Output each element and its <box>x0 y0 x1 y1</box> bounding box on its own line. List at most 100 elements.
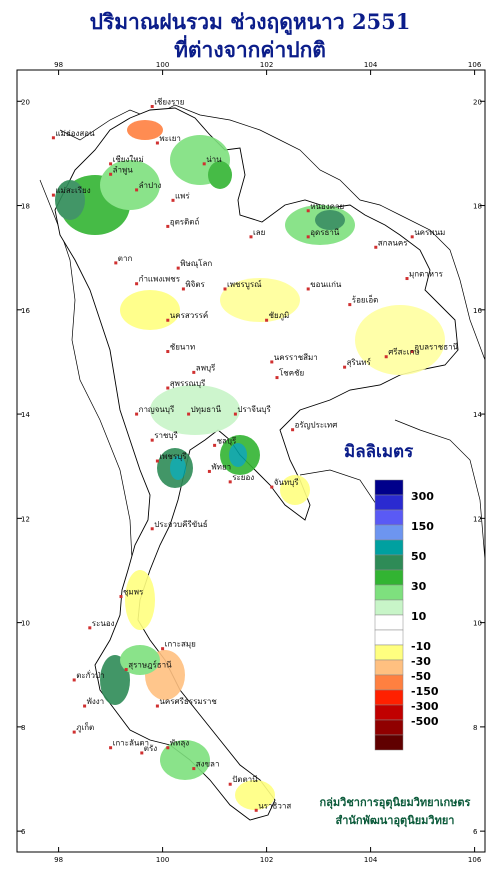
station: มุกดาหาร <box>405 270 444 281</box>
station-marker <box>166 746 170 750</box>
station: พะเยา <box>155 134 181 145</box>
station-label: กาญจนบุรี <box>139 405 175 414</box>
station: ปราจีนบุรี <box>233 405 272 416</box>
station: เลย <box>249 228 265 239</box>
station: ศรีสะเกษ <box>384 348 420 359</box>
station: ร้อยเอ็ด <box>348 295 378 307</box>
legend-label: -300 <box>411 700 439 713</box>
station-marker <box>384 355 388 359</box>
station-label: เชียงใหม่ <box>113 155 144 164</box>
station-marker <box>51 136 55 140</box>
station-marker <box>109 172 113 176</box>
station-label: มุกดาหาร <box>409 270 444 279</box>
station-marker <box>166 318 170 322</box>
station-marker <box>171 198 175 202</box>
station-label: ศรีสะเกษ <box>388 348 419 357</box>
station-marker <box>72 678 76 682</box>
station-marker <box>51 193 55 197</box>
station: ราชบุรี <box>150 431 178 442</box>
lat-label-right: 10 <box>473 620 482 628</box>
station-label: กำแพงเพชร <box>139 275 181 284</box>
lat-label-left: 16 <box>21 307 30 315</box>
legend-label: -500 <box>411 715 439 728</box>
station-marker <box>83 704 87 708</box>
station-marker <box>140 751 144 755</box>
station-marker <box>88 626 92 630</box>
station-marker <box>166 386 170 390</box>
station-label: ประจวบคีรีขันธ์ <box>154 519 208 529</box>
station-label: สุพรรณบุรี <box>170 379 206 388</box>
station-label: อรัญประเทศ <box>295 421 338 430</box>
station: นราธิวาส <box>254 801 291 812</box>
lon-label-top: 104 <box>364 61 378 69</box>
lat-label-right: 12 <box>473 515 482 523</box>
station-marker <box>124 668 128 672</box>
station: จันทบุรี <box>270 478 299 489</box>
station-marker <box>176 266 180 270</box>
legend-swatch <box>374 569 404 586</box>
lon-label-bottom: 102 <box>260 856 273 864</box>
station-label: ลพบุรี <box>196 363 216 372</box>
legend-swatch <box>374 629 404 646</box>
station: แม่ฮ่องสอน <box>51 129 95 140</box>
lat-label-left: 10 <box>21 620 30 628</box>
station-label: นครราชสีมา <box>274 353 318 362</box>
lat-label-right: 16 <box>473 307 482 315</box>
station-marker <box>291 428 295 432</box>
anomaly-shading <box>55 120 445 810</box>
station-marker <box>306 287 310 291</box>
station: สุรินทร์ <box>343 357 372 369</box>
credit-line-2: สำนักพัฒนาอุตุนิยมวิทยา <box>335 814 455 827</box>
station: อรัญประเทศ <box>291 421 337 432</box>
station-label: ปัตตานี <box>232 775 258 784</box>
station: เกาะลันตา <box>109 739 149 750</box>
station-label: น่าน <box>206 155 222 164</box>
station: นครราชสีมา <box>270 353 318 364</box>
station: สกลนคร <box>374 238 408 249</box>
legend-label: 50 <box>411 550 427 563</box>
station-label: นครพนม <box>414 228 445 237</box>
station-label: พัทยา <box>211 462 231 471</box>
lat-label-left: 6 <box>21 828 26 836</box>
legend-swatch <box>374 539 404 556</box>
station-label: โชคชัย <box>279 368 304 378</box>
legend-unit: มิลลิเมตร <box>344 442 414 462</box>
station: นครพนม <box>410 228 445 239</box>
map-title: ปริมาณฝนรวม ช่วงฤดูหนาว 2551 <box>89 9 411 34</box>
station-marker <box>343 365 347 369</box>
station: นครศรีธรรมราช <box>155 697 217 708</box>
station: สงขลา <box>192 760 219 771</box>
station-label: เลย <box>253 228 265 237</box>
station: ระยอง <box>228 473 254 484</box>
station-label: ภูเก็ต <box>76 722 94 733</box>
station-label: แม่สะเรียง <box>55 186 90 195</box>
station-marker <box>405 277 409 281</box>
station-label: สงขลา <box>196 760 220 769</box>
station-label: พะเยา <box>159 134 180 143</box>
station: แพร่ <box>171 191 190 202</box>
station-label: นครสวรรค์ <box>170 310 208 320</box>
lon-label-bottom: 104 <box>364 856 378 864</box>
station-marker <box>109 162 113 166</box>
station: ชลบุรี <box>213 436 237 447</box>
legend-swatch <box>374 734 404 751</box>
station-label: ลำปาง <box>139 181 162 190</box>
legend-swatch <box>374 524 404 541</box>
station-marker <box>135 282 139 286</box>
legend-label: 10 <box>411 610 427 623</box>
lat-label-left: 12 <box>21 515 30 523</box>
station-marker <box>410 235 414 239</box>
station: ตรัง <box>140 744 157 755</box>
station-marker <box>155 141 159 145</box>
station-marker <box>192 767 196 771</box>
lat-label-right: 14 <box>473 411 482 419</box>
lat-label-left: 8 <box>21 724 25 732</box>
station-marker <box>187 412 191 416</box>
station: ระนอง <box>88 619 115 630</box>
station-marker <box>270 360 274 364</box>
station-label: ปราจีนบุรี <box>237 405 271 414</box>
station-marker <box>223 287 227 291</box>
station-marker <box>119 595 123 599</box>
